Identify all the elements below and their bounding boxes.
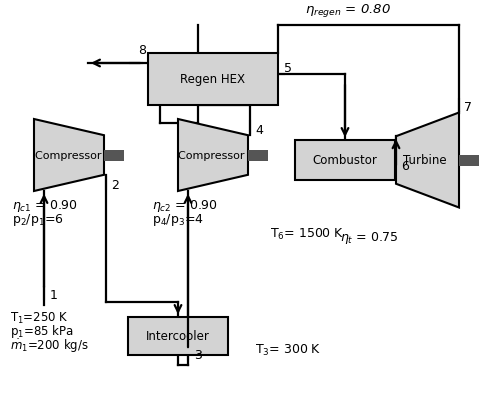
Bar [295,141,395,181]
Text: 8: 8 [138,43,146,56]
Text: T$_6$= 1500 K: T$_6$= 1500 K [270,226,344,241]
Text: 2: 2 [111,179,119,192]
Text: $\eta_{c1}$ = 0.90: $\eta_{c1}$ = 0.90 [12,198,78,213]
Bar [148,54,278,106]
Bar [104,150,124,161]
Text: Turbine: Turbine [403,154,447,167]
Text: $\eta_{regen}$ = 0.80: $\eta_{regen}$ = 0.80 [305,2,391,19]
Bar [459,155,479,166]
Text: Intercooler: Intercooler [146,330,210,343]
Text: 5: 5 [284,62,292,75]
Polygon shape [178,120,248,192]
Text: 6: 6 [401,160,409,173]
Text: p$_2$/p$_1$=6: p$_2$/p$_1$=6 [12,211,64,228]
Text: 1: 1 [50,289,58,302]
Text: $\eta_{c2}$ = 0.90: $\eta_{c2}$ = 0.90 [152,198,218,213]
Text: p$_1$=85 kPa: p$_1$=85 kPa [10,323,74,340]
Polygon shape [34,120,104,192]
Text: Combustor: Combustor [313,154,377,167]
Text: T$_3$= 300 K: T$_3$= 300 K [255,341,321,357]
Text: $\eta_t$ = 0.75: $\eta_t$ = 0.75 [340,230,398,245]
Text: $\dot{m}_1$=200 kg/s: $\dot{m}_1$=200 kg/s [10,337,89,354]
Bar [248,150,268,161]
Text: 7: 7 [464,101,472,114]
Text: p$_4$/p$_3$=4: p$_4$/p$_3$=4 [152,211,204,228]
Text: Regen HEX: Regen HEX [180,73,246,86]
Text: 4: 4 [255,124,263,136]
Polygon shape [396,113,459,208]
Text: T$_1$=250 K: T$_1$=250 K [10,310,69,325]
Bar [128,317,228,355]
Text: 3: 3 [194,349,202,362]
Text: Compressor 1: Compressor 1 [34,151,112,161]
Text: Compressor 2: Compressor 2 [178,151,255,161]
